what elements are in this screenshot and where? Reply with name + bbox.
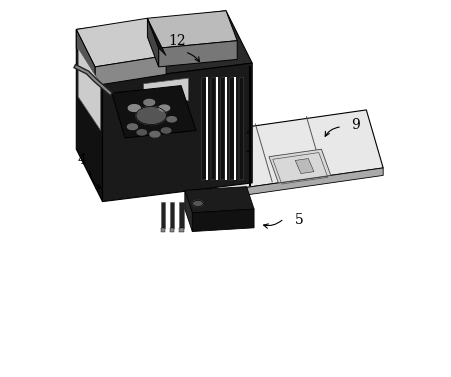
Polygon shape [150, 132, 160, 137]
Polygon shape [196, 134, 212, 200]
Polygon shape [76, 11, 252, 82]
Polygon shape [170, 202, 174, 228]
Polygon shape [229, 77, 234, 180]
Polygon shape [206, 77, 208, 179]
Polygon shape [192, 209, 253, 231]
Polygon shape [159, 105, 169, 111]
Polygon shape [76, 29, 102, 202]
Polygon shape [196, 110, 382, 192]
Polygon shape [147, 18, 158, 67]
Polygon shape [78, 48, 101, 130]
Polygon shape [127, 124, 137, 130]
Polygon shape [167, 116, 176, 122]
Text: 5: 5 [294, 213, 303, 227]
Polygon shape [160, 202, 165, 228]
Polygon shape [179, 202, 183, 228]
Polygon shape [170, 228, 174, 231]
Text: 4: 4 [77, 153, 86, 167]
Polygon shape [184, 190, 192, 231]
Polygon shape [158, 41, 237, 67]
Polygon shape [143, 100, 154, 106]
Polygon shape [184, 187, 253, 213]
Text: 12: 12 [168, 34, 186, 48]
Polygon shape [211, 77, 215, 180]
Polygon shape [225, 77, 226, 179]
Polygon shape [179, 228, 183, 231]
Polygon shape [76, 18, 166, 67]
Text: 9: 9 [350, 118, 359, 132]
Polygon shape [215, 77, 217, 179]
Polygon shape [295, 159, 313, 173]
Polygon shape [95, 56, 166, 86]
Polygon shape [161, 128, 170, 133]
Polygon shape [111, 86, 196, 138]
Polygon shape [268, 149, 330, 183]
Polygon shape [147, 11, 237, 48]
Polygon shape [143, 78, 188, 106]
Polygon shape [239, 77, 243, 180]
Polygon shape [160, 228, 165, 231]
Polygon shape [212, 168, 382, 200]
Polygon shape [192, 201, 203, 207]
Polygon shape [137, 130, 146, 135]
Polygon shape [201, 77, 206, 180]
Polygon shape [128, 105, 140, 112]
Polygon shape [147, 18, 166, 56]
Polygon shape [234, 77, 236, 179]
Polygon shape [102, 63, 252, 202]
Polygon shape [76, 29, 95, 86]
Polygon shape [136, 107, 166, 124]
Polygon shape [220, 77, 225, 180]
